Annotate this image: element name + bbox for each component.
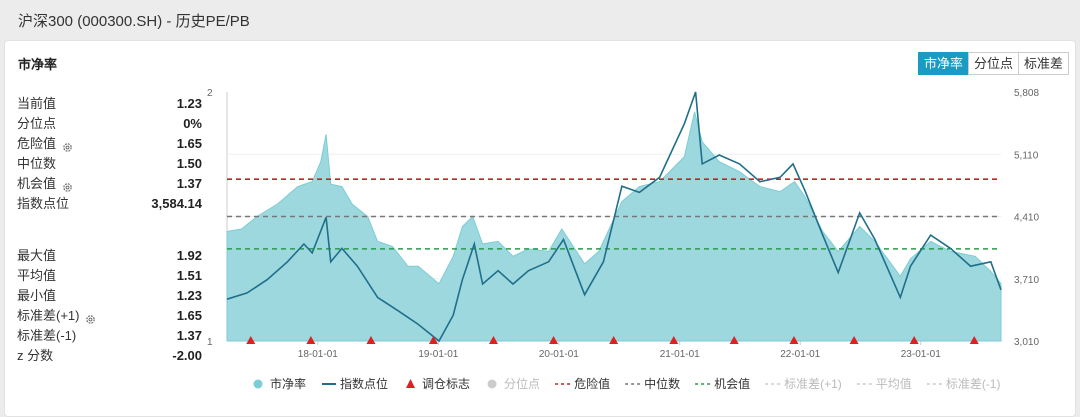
- gear-icon[interactable]: [62, 179, 73, 192]
- stat-value: 1.51: [176, 268, 202, 283]
- stat-label: 标准差(-1): [17, 328, 77, 343]
- y-left-tick-label: 2: [207, 88, 213, 99]
- stat-value: 1.23: [176, 96, 202, 111]
- stat-label: 中位数: [17, 156, 57, 171]
- stat-row: 指数点位 3,584.14: [17, 194, 202, 214]
- rebalance-marker: [969, 336, 979, 344]
- stat-row: z 分数 -2.00: [17, 346, 202, 366]
- stat-label: 机会值: [17, 174, 73, 194]
- x-tick-label: 20-01-01: [539, 349, 579, 360]
- y-right-tick-label: 5,110: [1014, 150, 1039, 161]
- rebalance-marker: [609, 336, 619, 344]
- stat-row: 机会值 1.37: [17, 174, 202, 194]
- stat-row: 标准差(+1) 1.65: [17, 306, 202, 326]
- legend-label: 平均值: [876, 376, 912, 391]
- window-titlebar: 沪深300 (000300.SH) - 历史PE/PB: [0, 0, 1080, 38]
- rebalance-marker: [789, 336, 799, 344]
- y-right-tick-label: 5,808: [1014, 88, 1039, 99]
- legend-swatch-triangle: [406, 379, 416, 388]
- x-tick-label: 23-01-01: [901, 349, 941, 360]
- rebalance-marker: [909, 336, 919, 344]
- rebalance-marker: [729, 336, 739, 344]
- window-title: 沪深300 (000300.SH) - 历史PE/PB: [18, 13, 250, 30]
- legend-swatch-dot: [253, 379, 263, 389]
- legend-label: 标准差(-1): [946, 377, 1001, 391]
- stat-row: 当前值 1.23: [17, 94, 202, 114]
- rebalance-marker: [306, 336, 316, 344]
- stat-value: 1.37: [176, 328, 202, 343]
- y-right-tick-label: 3,710: [1014, 275, 1039, 286]
- stat-row: 最大值 1.92: [17, 246, 202, 266]
- legend-label: 调仓标志: [422, 377, 470, 391]
- rebalance-marker: [246, 336, 256, 344]
- stats-bottom: 最大值 1.92 平均值 1.51 最小值 1.23 标准差(+1) 1.65 标准差(-1) 1…: [17, 246, 202, 366]
- stat-label: 平均值: [17, 268, 57, 283]
- y-right-tick-label: 3,010: [1014, 337, 1039, 348]
- legend-label: 分位点: [504, 376, 540, 391]
- x-tick-label: 19-01-01: [418, 349, 458, 360]
- stat-label: 最大值: [17, 248, 57, 263]
- stat-value: 1.37: [176, 176, 202, 191]
- stat-label: 危险值: [17, 134, 73, 154]
- stat-value: -2.00: [172, 348, 202, 363]
- index-line: [226, 91, 1002, 343]
- legend-label: 机会值: [714, 376, 750, 391]
- rebalance-marker: [849, 336, 859, 344]
- legend-label: 市净率: [270, 376, 306, 391]
- view-toggle: 市净率 分位点 标准差: [917, 52, 1069, 75]
- rebalance-marker: [488, 336, 498, 344]
- gear-icon[interactable]: [62, 139, 73, 152]
- stats-top: 当前值 1.23 分位点 0% 危险值 1.65 中位数 1.50 机会值 1.37 指数点位 3,5…: [17, 94, 202, 214]
- stat-row: 最小值 1.23: [17, 286, 202, 306]
- y-left-tick-label: 1: [207, 337, 213, 348]
- gear-icon[interactable]: [85, 311, 96, 324]
- stat-label: 分位点: [17, 116, 57, 131]
- x-tick-label: 21-01-01: [660, 349, 700, 360]
- stat-row: 标准差(-1) 1.37: [17, 326, 202, 346]
- pb-panel: 市净率 市净率 分位点 标准差 当前值 1.23 分位点 0% 危险值 1.65 中位数 1.50…: [4, 40, 1076, 417]
- stat-row: 平均值 1.51: [17, 266, 202, 286]
- legend-label: 标准差(+1): [784, 377, 842, 391]
- stat-row: 危险值 1.65: [17, 134, 202, 154]
- stat-value: 1.50: [176, 156, 202, 171]
- rebalance-marker: [428, 336, 438, 344]
- rebalance-marker: [669, 336, 679, 344]
- legend-label: 指数点位: [340, 376, 388, 391]
- stat-value: 1.92: [176, 248, 202, 263]
- stat-label: 标准差(+1): [17, 306, 96, 326]
- stat-label: z 分数: [17, 348, 54, 363]
- stat-value: 1.23: [176, 288, 202, 303]
- stat-row: 分位点 0%: [17, 114, 202, 134]
- stat-row: 中位数 1.50: [17, 154, 202, 174]
- stat-value: 0%: [183, 116, 202, 131]
- stat-label: 指数点位: [17, 196, 70, 211]
- stat-label: 最小值: [17, 288, 57, 303]
- x-tick-label: 18-01-01: [298, 349, 338, 360]
- toggle-pb[interactable]: 市净率: [917, 52, 969, 75]
- stat-label: 当前值: [17, 96, 57, 111]
- stat-value: 1.65: [176, 136, 202, 151]
- stat-value: 1.65: [176, 308, 202, 323]
- stat-value: 3,584.14: [151, 196, 202, 211]
- y-right-tick-label: 4,410: [1014, 213, 1039, 224]
- legend-swatch-dot: [487, 379, 497, 389]
- panel-title: 市净率: [18, 57, 58, 72]
- rebalance-marker: [366, 336, 376, 344]
- legend-label: 中位数: [644, 376, 680, 391]
- x-tick-label: 22-01-01: [780, 349, 820, 360]
- rebalance-marker: [549, 336, 559, 344]
- pb-area: [226, 111, 1002, 342]
- toggle-stddev[interactable]: 标准差: [1017, 52, 1069, 75]
- legend-label: 危险值: [574, 376, 610, 391]
